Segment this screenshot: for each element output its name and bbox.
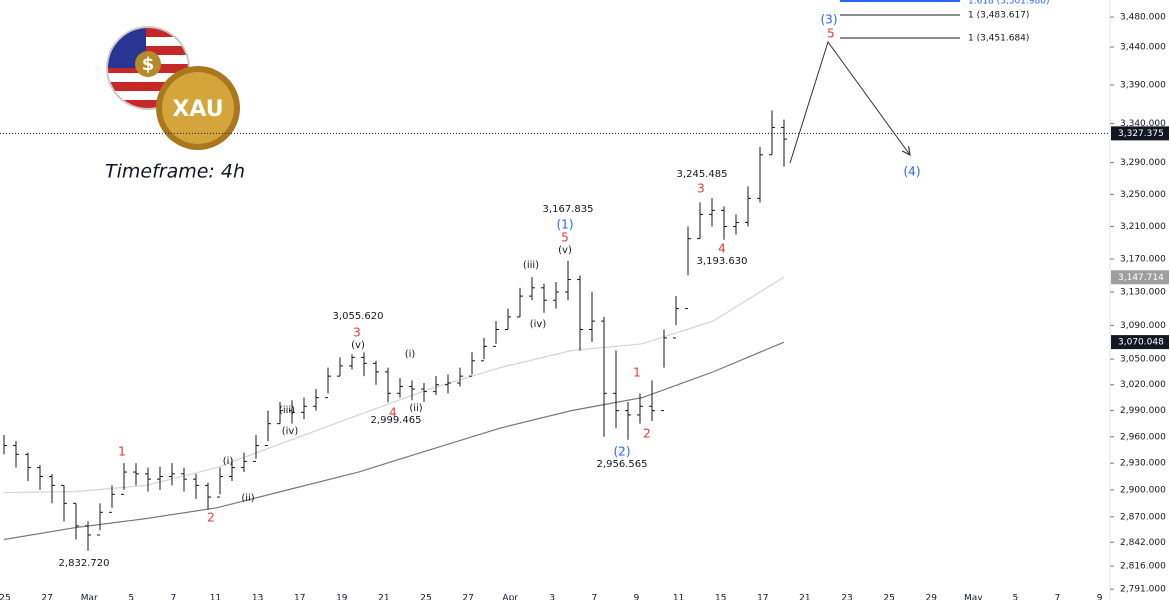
- y-tick-label: 2,930.000: [1120, 459, 1166, 469]
- annotation: (3): [821, 13, 838, 27]
- annotation: (ii): [409, 403, 422, 414]
- annotation: 2: [207, 511, 215, 525]
- y-tick-label: 2,816.000: [1120, 562, 1166, 572]
- y-tick-label: 2,990.000: [1120, 406, 1166, 416]
- annotation: (v): [558, 245, 572, 256]
- x-tick-label: Apr: [502, 594, 518, 600]
- x-tick-label: 17: [294, 594, 305, 600]
- annotation: (4): [904, 165, 921, 179]
- price-tag: [1111, 335, 1169, 350]
- price-tag-label: 3,070.048: [1118, 338, 1164, 348]
- annotation: (iv): [530, 319, 547, 330]
- y-tick-label: 2,900.000: [1120, 485, 1166, 495]
- y-tick-label: 3,290.000: [1120, 158, 1166, 168]
- y-tick-label: 3,390.000: [1120, 81, 1166, 91]
- annotation: 4: [389, 406, 397, 420]
- x-tick-label: 29: [925, 594, 937, 600]
- x-tick-label: 5: [128, 594, 134, 600]
- annotation: 5: [827, 27, 835, 41]
- projection-arrow: [789, 40, 910, 164]
- x-tick-label: 5: [1013, 594, 1019, 600]
- x-tick-label: 25: [420, 594, 431, 600]
- x-tick-label: Mar: [81, 594, 98, 600]
- y-tick-label: 3,020.000: [1120, 380, 1166, 390]
- x-tick-label: 11: [210, 594, 221, 600]
- x-tick-label: 27: [462, 594, 473, 600]
- chart-title: Timeframe: 4h: [105, 161, 245, 183]
- logo: $ XAU: [106, 26, 240, 150]
- annotation: 2,999.465: [371, 415, 422, 426]
- y-tick-label: 3,170.000: [1120, 255, 1166, 265]
- moving-average: [3, 341, 785, 541]
- x-tick-label: 27: [41, 594, 52, 600]
- annotation: (i): [223, 456, 234, 467]
- x-tick-label: 9: [1097, 594, 1103, 600]
- x-tick-label: 17: [757, 594, 768, 600]
- annotation: (1): [557, 218, 574, 232]
- x-tick-label: 7: [1055, 594, 1061, 600]
- y-tick-label: 2,842.000: [1120, 538, 1166, 548]
- annotation: 3,167.835: [543, 204, 594, 215]
- x-tick-label: 23: [841, 594, 852, 600]
- x-tick-label: 9: [634, 594, 640, 600]
- annotation: 3,193.630: [697, 256, 748, 267]
- logo-symbol: $: [142, 54, 155, 75]
- annotation: 3: [697, 182, 705, 196]
- x-tick-label: 7: [592, 594, 598, 600]
- annotation: 3,245.485: [677, 169, 728, 180]
- annotation: 1: [118, 445, 126, 459]
- x-tick-label: 3: [549, 594, 555, 600]
- y-tick-label: 3,130.000: [1120, 287, 1166, 297]
- y-tick-label: 2,791.000: [1120, 585, 1166, 595]
- annotation: 1: [633, 366, 641, 380]
- price-tag: [1111, 270, 1169, 285]
- annotation: 4: [718, 242, 726, 256]
- fib-label: 1 (3,451.684): [968, 34, 1029, 44]
- y-tick-label: 2,870.000: [1120, 512, 1166, 522]
- y-tick-label: 2,960.000: [1120, 432, 1166, 442]
- x-tick-label: 21: [799, 594, 810, 600]
- y-tick-label: 3,440.000: [1120, 43, 1166, 53]
- annotation: (ii): [241, 493, 254, 504]
- annotation: (2): [614, 445, 631, 459]
- x-tick-label: May: [964, 594, 983, 600]
- y-tick-label: 3,250.000: [1120, 190, 1166, 200]
- fib-label: 1.618 (3,501.980): [968, 0, 1049, 7]
- x-tick-label: 7: [171, 594, 177, 600]
- x-tick-label: 25: [883, 594, 894, 600]
- annotation: 2,956.565: [597, 459, 648, 470]
- annotation: (iv): [282, 426, 299, 437]
- annotation: (iii): [523, 260, 539, 271]
- x-tick-label: 21: [378, 594, 389, 600]
- logo-text: XAU: [172, 97, 223, 122]
- annotation: 5: [561, 231, 569, 245]
- x-tick-label: 15: [715, 594, 726, 600]
- x-tick-label: 13: [252, 594, 263, 600]
- y-tick-label: 3,210.000: [1120, 222, 1166, 232]
- price-tag-label: 3,327.375: [1118, 129, 1164, 139]
- x-tick-label: 19: [336, 594, 348, 600]
- price-tag: [1111, 126, 1169, 141]
- x-tick-label: 25: [0, 594, 11, 600]
- y-tick-label: 3,340.000: [1120, 119, 1166, 129]
- annotation: (v): [351, 340, 365, 351]
- annotation: 2: [643, 427, 651, 441]
- annotation: 2,832.720: [59, 558, 110, 569]
- moving-average: [3, 276, 785, 494]
- y-tick-label: 3,050.000: [1120, 355, 1166, 365]
- y-tick-label: 3,480.000: [1120, 13, 1166, 23]
- x-tick-label: 11: [673, 594, 684, 600]
- annotation: (iii): [279, 405, 295, 416]
- y-tick-label: 3,090.000: [1120, 321, 1166, 331]
- fib-label: 1 (3,483.617): [968, 11, 1029, 21]
- annotation: 3: [353, 326, 361, 340]
- annotation: 3,055.620: [333, 311, 384, 322]
- price-tag-label: 3,147.714: [1118, 273, 1164, 283]
- annotation: (i): [405, 349, 416, 360]
